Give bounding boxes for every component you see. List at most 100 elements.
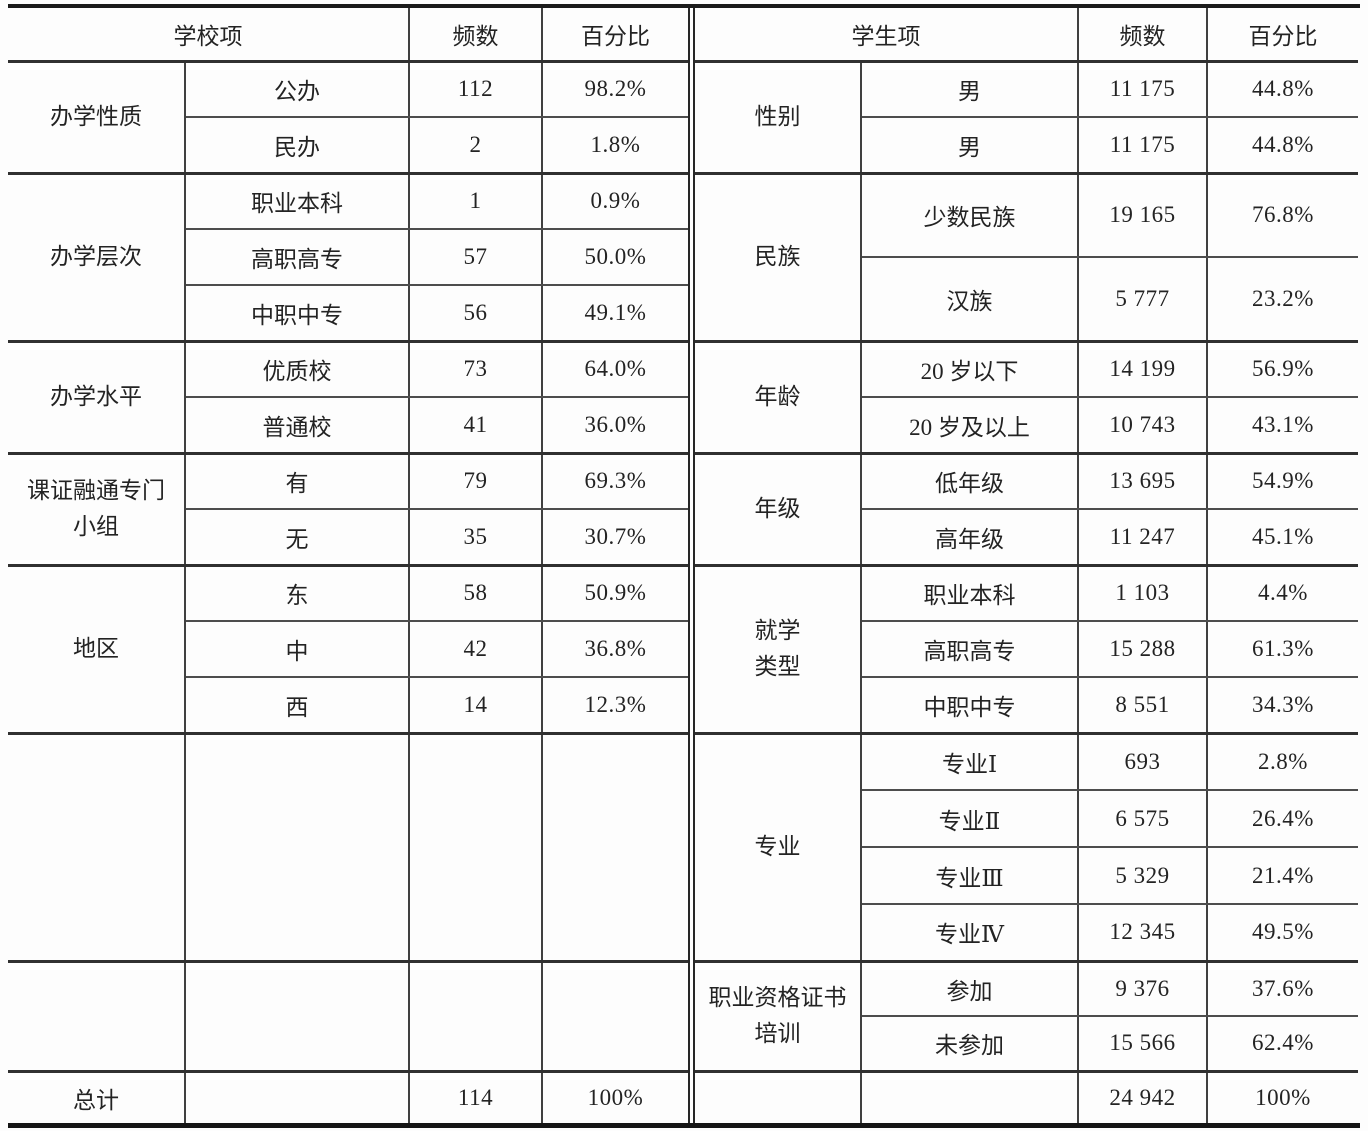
header-percentage: 百分比 — [542, 8, 688, 63]
cell-category: 专业Ⅳ — [861, 904, 1079, 963]
table-row: 民族 少数民族 19 165 76.8% — [695, 173, 1358, 343]
empty-cell — [409, 961, 543, 1073]
empty-cell — [185, 1071, 410, 1123]
cell-category: 专业Ⅲ — [861, 847, 1079, 905]
table-row: 性别 男 11 175 44.8% — [695, 61, 1358, 175]
student-table: 学生项 频数 百分比 性别 男 11 175 44.8% 男 11 175 44… — [695, 8, 1358, 1123]
cell-percentage: 62.4% — [1207, 1016, 1358, 1073]
empty-cell — [8, 961, 186, 1073]
table-row: 总计 114 100% — [8, 1071, 688, 1123]
row-group-label: 职业资格证书 培训 — [695, 961, 862, 1073]
table-row: 专业Ⅱ 6 575 26.4% — [695, 790, 1358, 848]
cell-frequency: 8 551 — [1078, 677, 1208, 735]
cell-frequency: 56 — [409, 285, 543, 343]
cell-category: 少数民族 — [861, 173, 1079, 258]
total-percentage: 100% — [587, 1084, 644, 1110]
cell-frequency: 42 — [409, 621, 543, 678]
cell-category: 中 — [185, 621, 410, 678]
cell-frequency: 112 — [409, 61, 543, 118]
cell-category: 中职中专 — [861, 677, 1079, 735]
table-row: 课证融通专门 小组 有 79 69.3% — [8, 453, 688, 567]
row-group-label: 年龄 — [695, 341, 862, 455]
total-label: 总计 — [8, 1071, 186, 1123]
table-row: 西 14 12.3% — [8, 677, 688, 735]
cell-category: 低年级 — [861, 453, 1079, 510]
cell-frequency: 9 376 — [1078, 961, 1208, 1017]
table-row: 高职高专 15 288 61.3% — [695, 621, 1358, 678]
frequency-table: 学校项 频数 百分比 办学性质 公办 112 98.2% 民办 2 1.8% — [8, 4, 1360, 1128]
cell-frequency: 2 — [409, 117, 543, 175]
table-row: 民办 2 1.8% — [8, 117, 688, 175]
cell-category: 专业Ⅰ — [861, 733, 1079, 791]
cell-category: 有 — [185, 453, 410, 510]
table-row: 就学 类型 职业本科 1 103 4.4% — [695, 565, 1358, 735]
table-row: 高职高专 57 50.0% — [8, 229, 688, 286]
empty-cell — [185, 733, 410, 963]
cell-category: 汉族 — [861, 257, 1079, 343]
cell-frequency: 14 — [409, 677, 543, 735]
table-row: 学生项 频数 百分比 — [695, 8, 1358, 63]
table-row: 男 11 175 44.8% — [695, 117, 1358, 175]
cell-category: 男 — [861, 61, 1079, 118]
cell-category: 西 — [185, 677, 410, 735]
cell-percentage: 37.6% — [1207, 961, 1358, 1017]
table-row: 中 42 36.8% — [8, 621, 688, 678]
cell-percentage: 2.8% — [1207, 733, 1358, 791]
cell-frequency: 5 777 — [1078, 257, 1208, 343]
cell-percentage: 50.9% — [542, 565, 688, 622]
table-row: 学校项 频数 百分比 — [8, 8, 688, 63]
table-row: 未参加 15 566 62.4% — [695, 1016, 1358, 1073]
cell-percentage: 61.3% — [1207, 621, 1358, 678]
table-row: 中职中专 56 49.1% — [8, 285, 688, 343]
cell-category: 民办 — [185, 117, 410, 175]
cell-category: 参加 — [861, 961, 1079, 1017]
school-table: 学校项 频数 百分比 办学性质 公办 112 98.2% 民办 2 1.8% — [8, 8, 688, 1123]
table-row: 无 35 30.7% — [8, 509, 688, 567]
table-row: 中职中专 8 551 34.3% — [695, 677, 1358, 735]
cell-category: 高年级 — [861, 509, 1079, 567]
total-percentage: 100% — [1255, 1084, 1311, 1110]
double-rule-divider — [688, 8, 695, 1123]
cell-percentage: 0.9% — [542, 173, 688, 230]
cell-percentage: 44.8% — [1207, 117, 1358, 175]
header-percentage: 百分比 — [1207, 8, 1358, 63]
cell-category: 男 — [861, 117, 1079, 175]
row-group-label: 就学 类型 — [695, 565, 862, 735]
cell-percentage: 49.5% — [1207, 904, 1358, 963]
cell-frequency: 5 329 — [1078, 847, 1208, 905]
cell-frequency: 6 575 — [1078, 790, 1208, 848]
cell-category: 20 岁以下 — [861, 341, 1079, 398]
row-group-label: 课证融通专门 小组 — [8, 453, 186, 567]
row-group-label: 地区 — [8, 565, 186, 735]
cell-frequency: 1 103 — [1078, 565, 1208, 622]
header-frequency: 频数 — [1078, 8, 1208, 63]
cell-frequency: 14 199 — [1078, 341, 1208, 398]
cell-frequency: 10 743 — [1078, 397, 1208, 455]
table-row — [8, 961, 688, 1073]
table-row: 汉族 5 777 23.2% — [695, 257, 1358, 343]
cell-percentage: 69.3% — [542, 453, 688, 510]
cell-percentage: 4.4% — [1207, 565, 1358, 622]
table-row: 专业Ⅳ 12 345 49.5% — [695, 904, 1358, 963]
total-frequency: 24 942 — [1078, 1071, 1208, 1123]
cell-percentage: 36.8% — [542, 621, 688, 678]
table-row: 专业 专业Ⅰ 693 2.8% — [695, 733, 1358, 963]
empty-cell — [185, 961, 410, 1073]
cell-percentage: 23.2% — [1207, 257, 1358, 343]
cell-category: 专业Ⅱ — [861, 790, 1079, 848]
cell-frequency: 13 695 — [1078, 453, 1208, 510]
total-frequency: 114 — [409, 1071, 543, 1123]
cell-frequency: 73 — [409, 341, 543, 398]
table-row: 20 岁及以上 10 743 43.1% — [695, 397, 1358, 455]
table-row: 办学水平 优质校 73 64.0% — [8, 341, 688, 455]
cell-percentage: 34.3% — [1207, 677, 1358, 735]
cell-frequency: 35 — [409, 509, 543, 567]
cell-frequency: 15 288 — [1078, 621, 1208, 678]
cell-percentage: 50.0% — [542, 229, 688, 286]
cell-category: 东 — [185, 565, 410, 622]
empty-cell — [542, 733, 688, 963]
cell-percentage: 44.8% — [1207, 61, 1358, 118]
cell-percentage: 43.1% — [1207, 397, 1358, 455]
cell-frequency: 11 175 — [1078, 61, 1208, 118]
table-row: 地区 东 58 50.9% — [8, 565, 688, 735]
